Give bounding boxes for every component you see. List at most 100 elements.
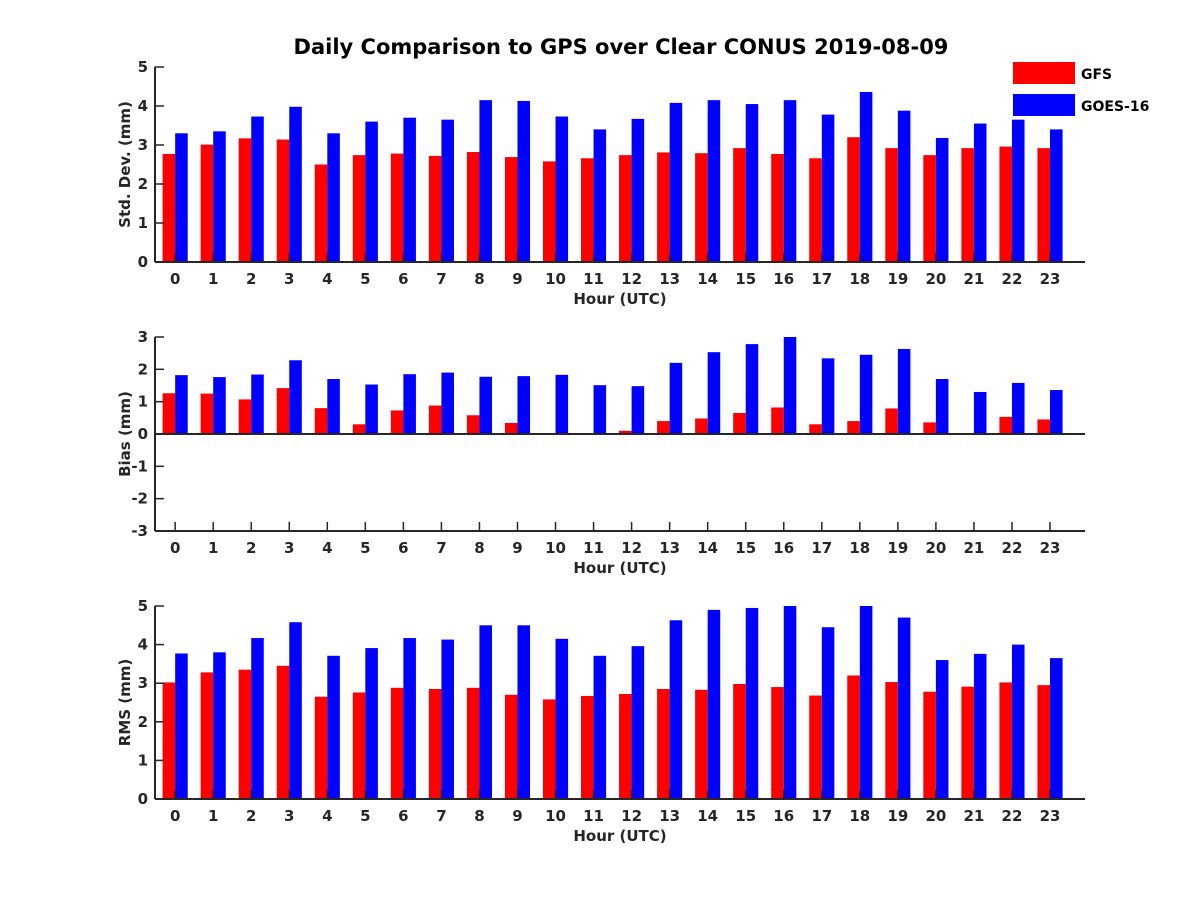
std-bar-gfs-h8 (466, 152, 480, 262)
bias-bar-goes16-h7 (441, 372, 454, 434)
std-bar-goes16-h14 (707, 100, 721, 263)
rms-y-tick-label: 2 (138, 713, 148, 731)
std-bar-goes16-h10 (555, 116, 569, 262)
std-bar-goes16-h19 (897, 110, 911, 263)
bias-bar-goes16-h12 (631, 386, 645, 434)
rms-bar-goes16-h1 (213, 652, 226, 799)
std-bar-goes16-h0 (175, 133, 188, 262)
bias-bar-goes16-h14 (707, 352, 721, 434)
std-bar-goes16-h22 (1011, 119, 1025, 263)
std-bar-goes16-h4 (327, 133, 340, 262)
rms-x-tick-label: 5 (360, 807, 370, 825)
bias-bar-goes16-h15 (745, 344, 759, 434)
bias-x-tick-label: 5 (360, 539, 370, 557)
rms-bar-gfs-h12 (619, 694, 632, 799)
rms-x-tick-label: 0 (170, 807, 180, 825)
std-x-tick-label: 13 (659, 270, 680, 288)
std-y-tick-label: 1 (138, 214, 148, 232)
std-x-tick-label: 15 (735, 270, 756, 288)
bias-bar-goes16-h0 (175, 375, 188, 434)
rms-bar-goes16-h5 (365, 648, 378, 799)
rms-bar-goes16-h13 (669, 620, 683, 799)
bias-bar-gfs-h16 (771, 407, 784, 434)
rms-bar-goes16-h12 (631, 646, 645, 799)
rms-x-tick-label: 4 (322, 807, 332, 825)
rms-x-tick-label: 3 (284, 807, 294, 825)
std-bar-gfs-h21 (961, 148, 974, 262)
std-bar-gfs-h16 (771, 153, 784, 262)
std-y-tick-label: 3 (138, 136, 148, 154)
rms-bar-goes16-h9 (517, 625, 531, 799)
rms-bar-goes16-h20 (935, 660, 949, 799)
std-bar-goes16-h2 (251, 116, 264, 262)
bias-bar-goes16-h23 (1050, 390, 1063, 434)
rms-bar-goes16-h17 (821, 627, 835, 799)
bias-bar-gfs-h23 (1037, 419, 1050, 434)
bias-bar-gfs-h20 (923, 422, 936, 434)
rms-x-tick-label: 20 (925, 807, 946, 825)
rms-x-tick-label: 16 (773, 807, 794, 825)
bias-bar-goes16-h9 (517, 376, 531, 434)
bias-bar-goes16-h4 (327, 379, 340, 434)
std-bar-goes16-h11 (593, 129, 607, 262)
legend: GFS GOES-16 (1013, 62, 1149, 116)
bias-x-tick-label: 3 (284, 539, 294, 557)
bias-bar-goes16-h18 (859, 354, 873, 434)
bias-x-tick-label: 14 (697, 539, 718, 557)
bias-y-tick-label: 2 (138, 360, 148, 378)
std-bar-gfs-h18 (847, 137, 860, 262)
rms-y-tick-label: 0 (138, 790, 148, 808)
bias-x-tick-label: 0 (170, 539, 180, 557)
bias-bar-gfs-h8 (466, 415, 480, 434)
bias-bar-goes16-h21 (973, 391, 987, 434)
std-x-tick-label: 1 (208, 270, 218, 288)
rms-y-tick-label: 3 (138, 674, 148, 692)
bias-bar-goes16-h19 (897, 348, 911, 434)
bias-x-tick-label: 18 (849, 539, 870, 557)
bias-y-tick-label: -3 (131, 522, 148, 540)
bias-bar-goes16-h17 (821, 358, 835, 434)
std-x-tick-label: 19 (887, 270, 908, 288)
bias-y-tick-label: -2 (131, 490, 148, 508)
std-x-tick-label: 6 (398, 270, 408, 288)
bias-x-tick-label: 17 (811, 539, 832, 557)
rms-bar-gfs-h15 (733, 683, 746, 799)
rms-bar-gfs-h10 (542, 699, 556, 799)
bias-bar-goes16-h1 (213, 377, 226, 434)
bias-bar-goes16-h2 (251, 374, 264, 434)
bias-x-tick-label: 7 (436, 539, 446, 557)
rms-y-tick-label: 5 (138, 597, 148, 615)
std-bar-goes16-h12 (631, 118, 645, 263)
std-x-tick-label: 4 (322, 270, 332, 288)
bias-x-tick-label: 20 (925, 539, 946, 557)
std-bar-goes16-h17 (821, 114, 835, 262)
bias-bar-gfs-h14 (695, 418, 708, 434)
rms-bar-gfs-h1 (200, 672, 214, 799)
bias-bar-gfs-h22 (999, 416, 1012, 434)
std-bar-gfs-h15 (733, 148, 746, 262)
bias-bar-goes16-h11 (593, 385, 607, 434)
rms-bar-gfs-h19 (885, 682, 898, 799)
bias-x-tick-label: 15 (735, 539, 756, 557)
rms-bar-goes16-h15 (745, 607, 759, 799)
rms-bar-gfs-h13 (657, 688, 670, 799)
std-x-tick-label: 5 (360, 270, 370, 288)
rms-bar-goes16-h3 (289, 622, 302, 799)
rms-bar-gfs-h0 (162, 682, 176, 799)
bias-y-tick-label: 0 (138, 425, 148, 443)
bias-x-tick-label: 10 (545, 539, 566, 557)
std-y-tick-label: 2 (138, 175, 148, 193)
std-bar-gfs-h17 (809, 158, 822, 262)
rms-x-tick-label: 7 (436, 807, 446, 825)
rms-x-tick-label: 8 (474, 807, 484, 825)
bias-bar-gfs-h7 (428, 405, 442, 434)
std-bar-gfs-h9 (504, 157, 518, 262)
std-x-tick-label: 9 (512, 270, 522, 288)
std-x-tick-label: 11 (583, 270, 604, 288)
bias-x-axis-label: Hour (UTC) (573, 559, 666, 577)
rms-x-tick-label: 17 (811, 807, 832, 825)
std-bar-gfs-h10 (542, 161, 556, 262)
rms-x-tick-label: 2 (246, 807, 256, 825)
rms-x-tick-label: 18 (849, 807, 870, 825)
